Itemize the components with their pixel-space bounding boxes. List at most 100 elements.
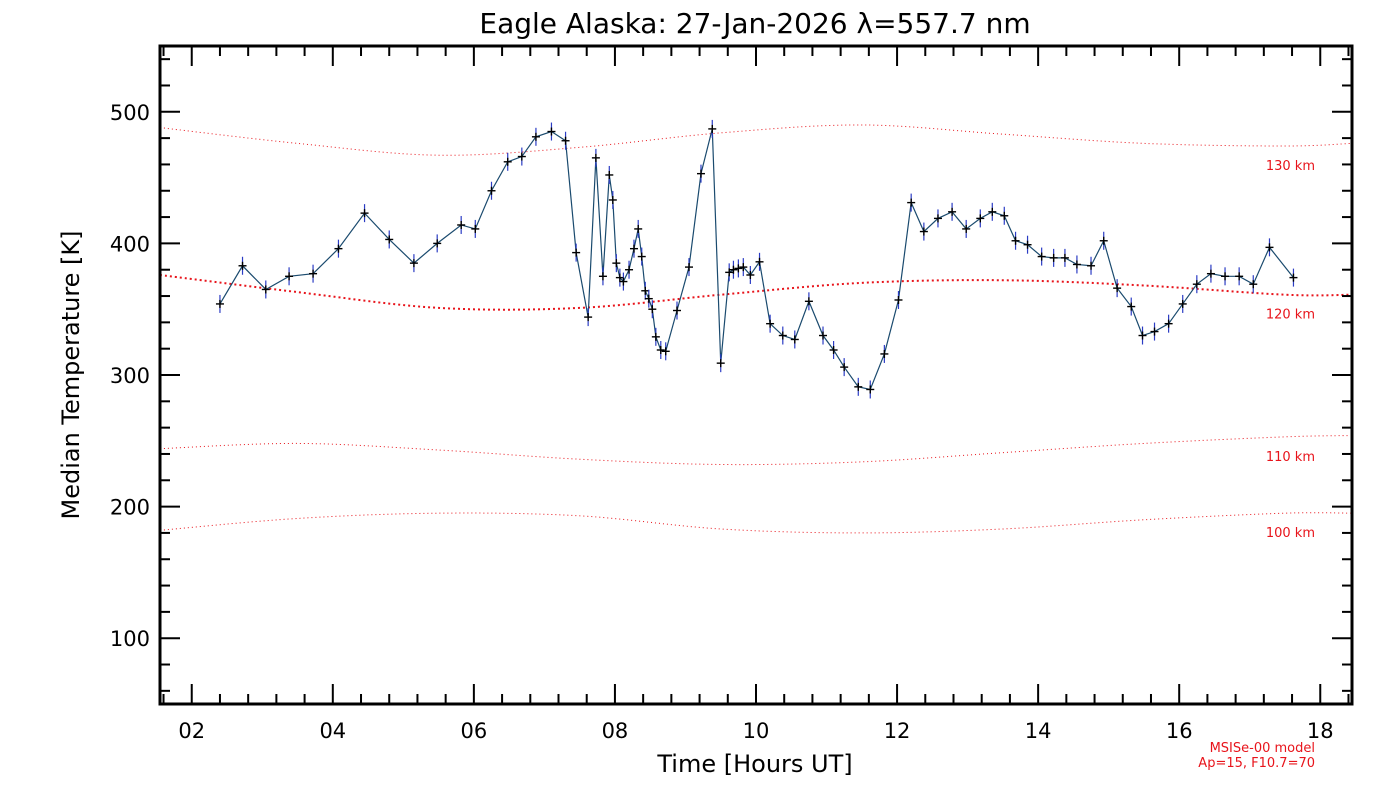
x-tick-label: 10: [743, 719, 770, 743]
data-point: [716, 354, 725, 373]
data-point: [854, 377, 863, 396]
model-curve-100-km: [159, 512, 1353, 534]
data-point: [285, 267, 294, 286]
data-point: [503, 152, 512, 171]
data-point: [651, 327, 660, 346]
x-tick-label: 12: [884, 719, 911, 743]
data-point: [1249, 275, 1258, 294]
data-point: [648, 300, 657, 319]
data-point: [629, 239, 638, 258]
series-line: [219, 128, 1294, 391]
y-tick-label: 400: [110, 232, 150, 256]
model-curve-label: 130 km: [1266, 159, 1315, 174]
data-point: [572, 243, 581, 262]
data-point: [739, 258, 748, 277]
data-point: [238, 256, 247, 275]
data-point: [1099, 231, 1108, 250]
model-curve-label: 120 km: [1266, 308, 1315, 323]
x-tick-label: 16: [1166, 719, 1193, 743]
data-point: [1235, 267, 1244, 286]
data-point: [531, 127, 540, 146]
data-point: [755, 252, 764, 271]
data-point: [673, 301, 682, 320]
chart-title: Eagle Alaska: 27-Jan-2026 λ=557.7 nm: [479, 7, 1030, 40]
data-point: [409, 254, 418, 273]
data-point: [1164, 314, 1173, 333]
model-curves: 130 km 120 km 110 km 100 km: [159, 124, 1353, 541]
data-point: [1265, 238, 1274, 257]
x-tick-label: 06: [461, 719, 488, 743]
data-point: [608, 190, 617, 209]
data-point: [1138, 326, 1147, 345]
data-point: [948, 202, 957, 221]
data-point: [840, 358, 849, 377]
data-point: [988, 202, 997, 221]
model-note-line-1: MSISe-00 model: [1210, 741, 1315, 756]
data-point: [976, 209, 985, 228]
data-point: [641, 281, 650, 300]
data-point: [696, 164, 705, 183]
data-point: [962, 219, 971, 238]
data-point: [1150, 322, 1159, 341]
data-point: [598, 267, 607, 286]
data-point: [684, 258, 693, 277]
data-point: [804, 292, 813, 311]
x-tick-label: 18: [1307, 719, 1334, 743]
data-point: [487, 181, 496, 200]
data-point: [919, 222, 928, 241]
data-point: [907, 193, 916, 212]
model-curve-label: 100 km: [1266, 526, 1315, 541]
data-point: [612, 254, 621, 273]
data-point: [661, 342, 670, 361]
data-point: [1072, 255, 1081, 274]
data-point: [1060, 248, 1069, 267]
model-curve-label: 110 km: [1266, 450, 1315, 465]
y-tick-label: 300: [110, 364, 150, 388]
data-point: [778, 326, 787, 345]
data-point: [933, 209, 942, 228]
data-point: [634, 219, 643, 238]
data-point: [615, 268, 624, 287]
data-point: [729, 260, 738, 279]
data-point: [1206, 264, 1215, 283]
data-point: [1023, 235, 1032, 254]
data-point: [471, 219, 480, 238]
x-tick-label: 14: [1025, 719, 1052, 743]
x-tick-label: 02: [178, 719, 205, 743]
model-curve-110-km: [159, 435, 1353, 466]
data-point: [894, 290, 903, 309]
data-point: [880, 344, 889, 363]
data-series: [215, 119, 1298, 399]
data-point: [215, 294, 224, 313]
x-tick-label: 04: [319, 719, 346, 743]
data-point: [334, 239, 343, 258]
data-point: [1192, 275, 1201, 294]
data-point: [734, 259, 743, 278]
data-point: [517, 147, 526, 166]
plot-axes: 02 04 06 08 10 12 14 16 18 100 200 300 400 500: [110, 44, 1354, 743]
y-tick-label: 500: [110, 101, 150, 125]
data-point: [1221, 267, 1230, 286]
data-point: [1178, 294, 1187, 313]
data-point: [1113, 279, 1122, 298]
data-point: [457, 215, 466, 234]
data-point: [605, 165, 614, 184]
x-axis-label: Time [Hours UT]: [656, 750, 852, 778]
x-tick-label: 08: [602, 719, 629, 743]
data-point: [619, 272, 628, 291]
y-tick-label: 200: [110, 496, 150, 520]
data-point: [725, 263, 734, 282]
data-point: [829, 340, 838, 359]
data-point: [261, 280, 270, 299]
data-point: [1049, 248, 1058, 267]
data-point: [708, 119, 717, 138]
data-point: [1289, 268, 1298, 287]
model-note-line-2: Ap=15, F10.7=70: [1198, 756, 1315, 771]
data-point: [819, 326, 828, 345]
data-point: [656, 340, 665, 359]
data-point: [584, 308, 593, 327]
data-point: [866, 380, 875, 399]
data-point: [625, 260, 634, 279]
data-point: [1037, 247, 1046, 266]
